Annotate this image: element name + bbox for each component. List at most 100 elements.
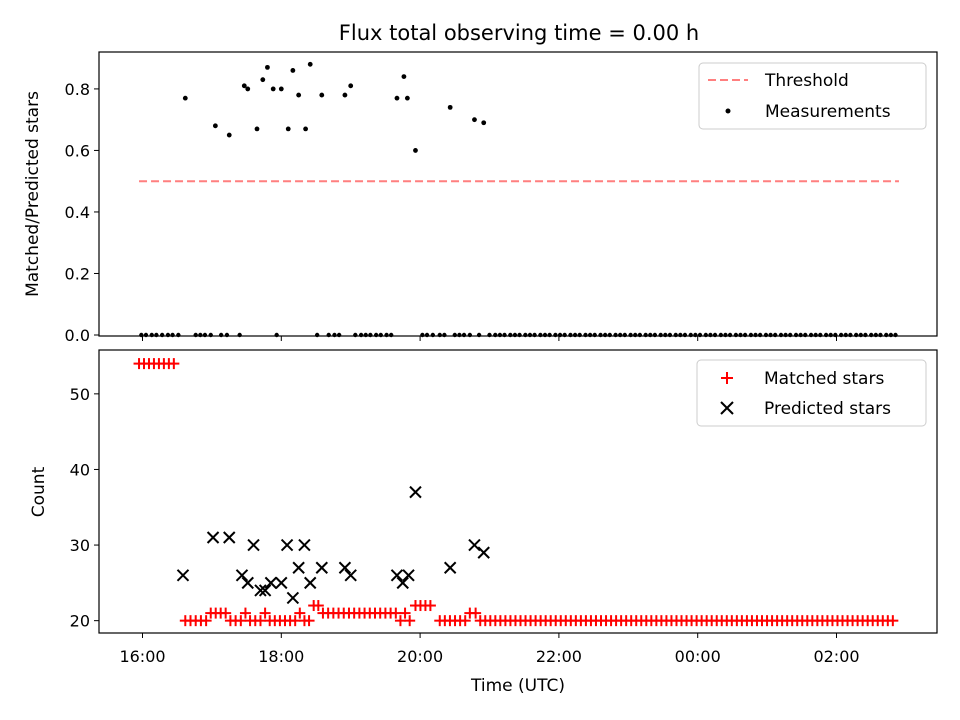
measurement-point <box>607 332 612 338</box>
count-legend: Matched stars Predicted stars <box>696 359 927 427</box>
x-tick-label: 18:00 <box>258 647 304 666</box>
measurement-point <box>568 332 573 338</box>
ratio-y-tick-label: 0.2 <box>65 264 90 283</box>
ratio-y-tick-label: 0.8 <box>65 80 90 99</box>
measurement-point <box>512 332 518 338</box>
predicted-point <box>443 561 457 574</box>
measurement-point <box>254 126 260 132</box>
measurement-point <box>873 332 879 338</box>
measurement-point <box>697 332 703 338</box>
measurement-point <box>326 332 331 338</box>
measurement-point <box>652 332 658 338</box>
matched-point <box>220 607 232 619</box>
matched-point <box>470 607 482 619</box>
measurement-point <box>838 332 844 338</box>
measurement-point <box>763 332 769 338</box>
measurement-point <box>159 332 165 338</box>
measurement-point <box>265 64 270 70</box>
measurement-point <box>487 332 492 338</box>
matched-point <box>303 615 315 627</box>
measurement-point <box>572 332 578 338</box>
measurement-point <box>401 74 407 80</box>
measurement-point <box>742 332 748 338</box>
measurement-point <box>823 332 829 338</box>
measurement-point <box>538 332 543 338</box>
measurement-point <box>583 332 588 338</box>
matched-point <box>887 615 899 627</box>
measurement-point <box>497 332 503 338</box>
ratio-legend: Threshold Measurements <box>698 62 927 130</box>
measurement-point <box>628 332 633 338</box>
predicted-point <box>344 569 357 582</box>
matched-point <box>312 600 324 612</box>
predicted-point <box>390 569 404 582</box>
measurement-point <box>673 332 678 338</box>
measurement-point <box>176 332 181 338</box>
measurement-point <box>753 332 758 338</box>
measurement-point <box>353 332 358 338</box>
measurement-point <box>527 332 533 338</box>
measurement-point <box>788 332 793 338</box>
legend-measurements-swatch <box>725 108 731 114</box>
measurement-point <box>772 332 778 338</box>
measurement-point <box>523 332 528 338</box>
measurement-point <box>424 332 430 338</box>
measurement-point <box>553 332 558 338</box>
measurement-point <box>648 332 653 338</box>
measurement-point <box>363 332 368 338</box>
predicted-point <box>298 538 311 552</box>
measurement-point <box>848 332 853 338</box>
measurement-point <box>202 332 208 338</box>
measurement-point <box>863 332 868 338</box>
predicted-point <box>241 576 254 590</box>
measurement-point <box>481 120 487 126</box>
predicted-point <box>280 538 294 552</box>
measurement-point <box>598 332 603 338</box>
predicted-point <box>315 561 328 574</box>
measurement-point <box>193 332 198 338</box>
count-panel-frame <box>98 349 938 634</box>
measurement-point <box>154 332 159 338</box>
measurement-point <box>547 332 552 338</box>
measurement-point <box>285 126 291 132</box>
matched-point <box>200 615 212 627</box>
legend-matched-swatch <box>721 372 733 384</box>
predicted-point <box>338 561 352 574</box>
predicted-point <box>254 584 267 597</box>
measurement-point <box>413 148 418 153</box>
measurement-point <box>296 92 302 98</box>
measurement-point <box>884 332 889 338</box>
measurement-point <box>869 332 874 338</box>
measurement-point <box>226 132 232 138</box>
measurement-point <box>592 332 597 338</box>
measurement-point <box>693 332 698 338</box>
predicted-point <box>409 485 422 499</box>
measurement-point <box>587 332 593 338</box>
predicted-point <box>396 576 409 590</box>
measurement-point <box>727 332 733 338</box>
legend-matched-label: Matched stars <box>764 369 884 389</box>
measurement-point <box>532 332 537 338</box>
measurement-point <box>241 83 247 89</box>
measurement-point <box>757 332 763 338</box>
x-axis-label: Time (UTC) <box>470 676 565 696</box>
measurement-point <box>577 332 582 338</box>
ratio-y-tick-label: 0.6 <box>65 141 90 160</box>
measurement-point <box>245 86 251 92</box>
measurement-point <box>637 332 643 338</box>
predicted-point <box>258 584 272 597</box>
measurement-point <box>853 332 859 338</box>
legend-threshold-label: Threshold <box>764 71 849 91</box>
measurement-point <box>768 332 773 338</box>
ratio-panel: 0.00.20.40.60.8 Matched/Predicted stars … <box>23 51 938 345</box>
measurement-point <box>237 332 242 338</box>
measurement-point <box>718 332 724 338</box>
x-tick-label: 20:00 <box>397 647 443 666</box>
measurement-point <box>643 332 648 338</box>
measurement-point <box>467 332 473 338</box>
ratio-panel-ylabel: Matched/Predicted stars <box>23 91 43 297</box>
measurement-point <box>808 332 814 338</box>
measurement-point <box>878 332 883 338</box>
